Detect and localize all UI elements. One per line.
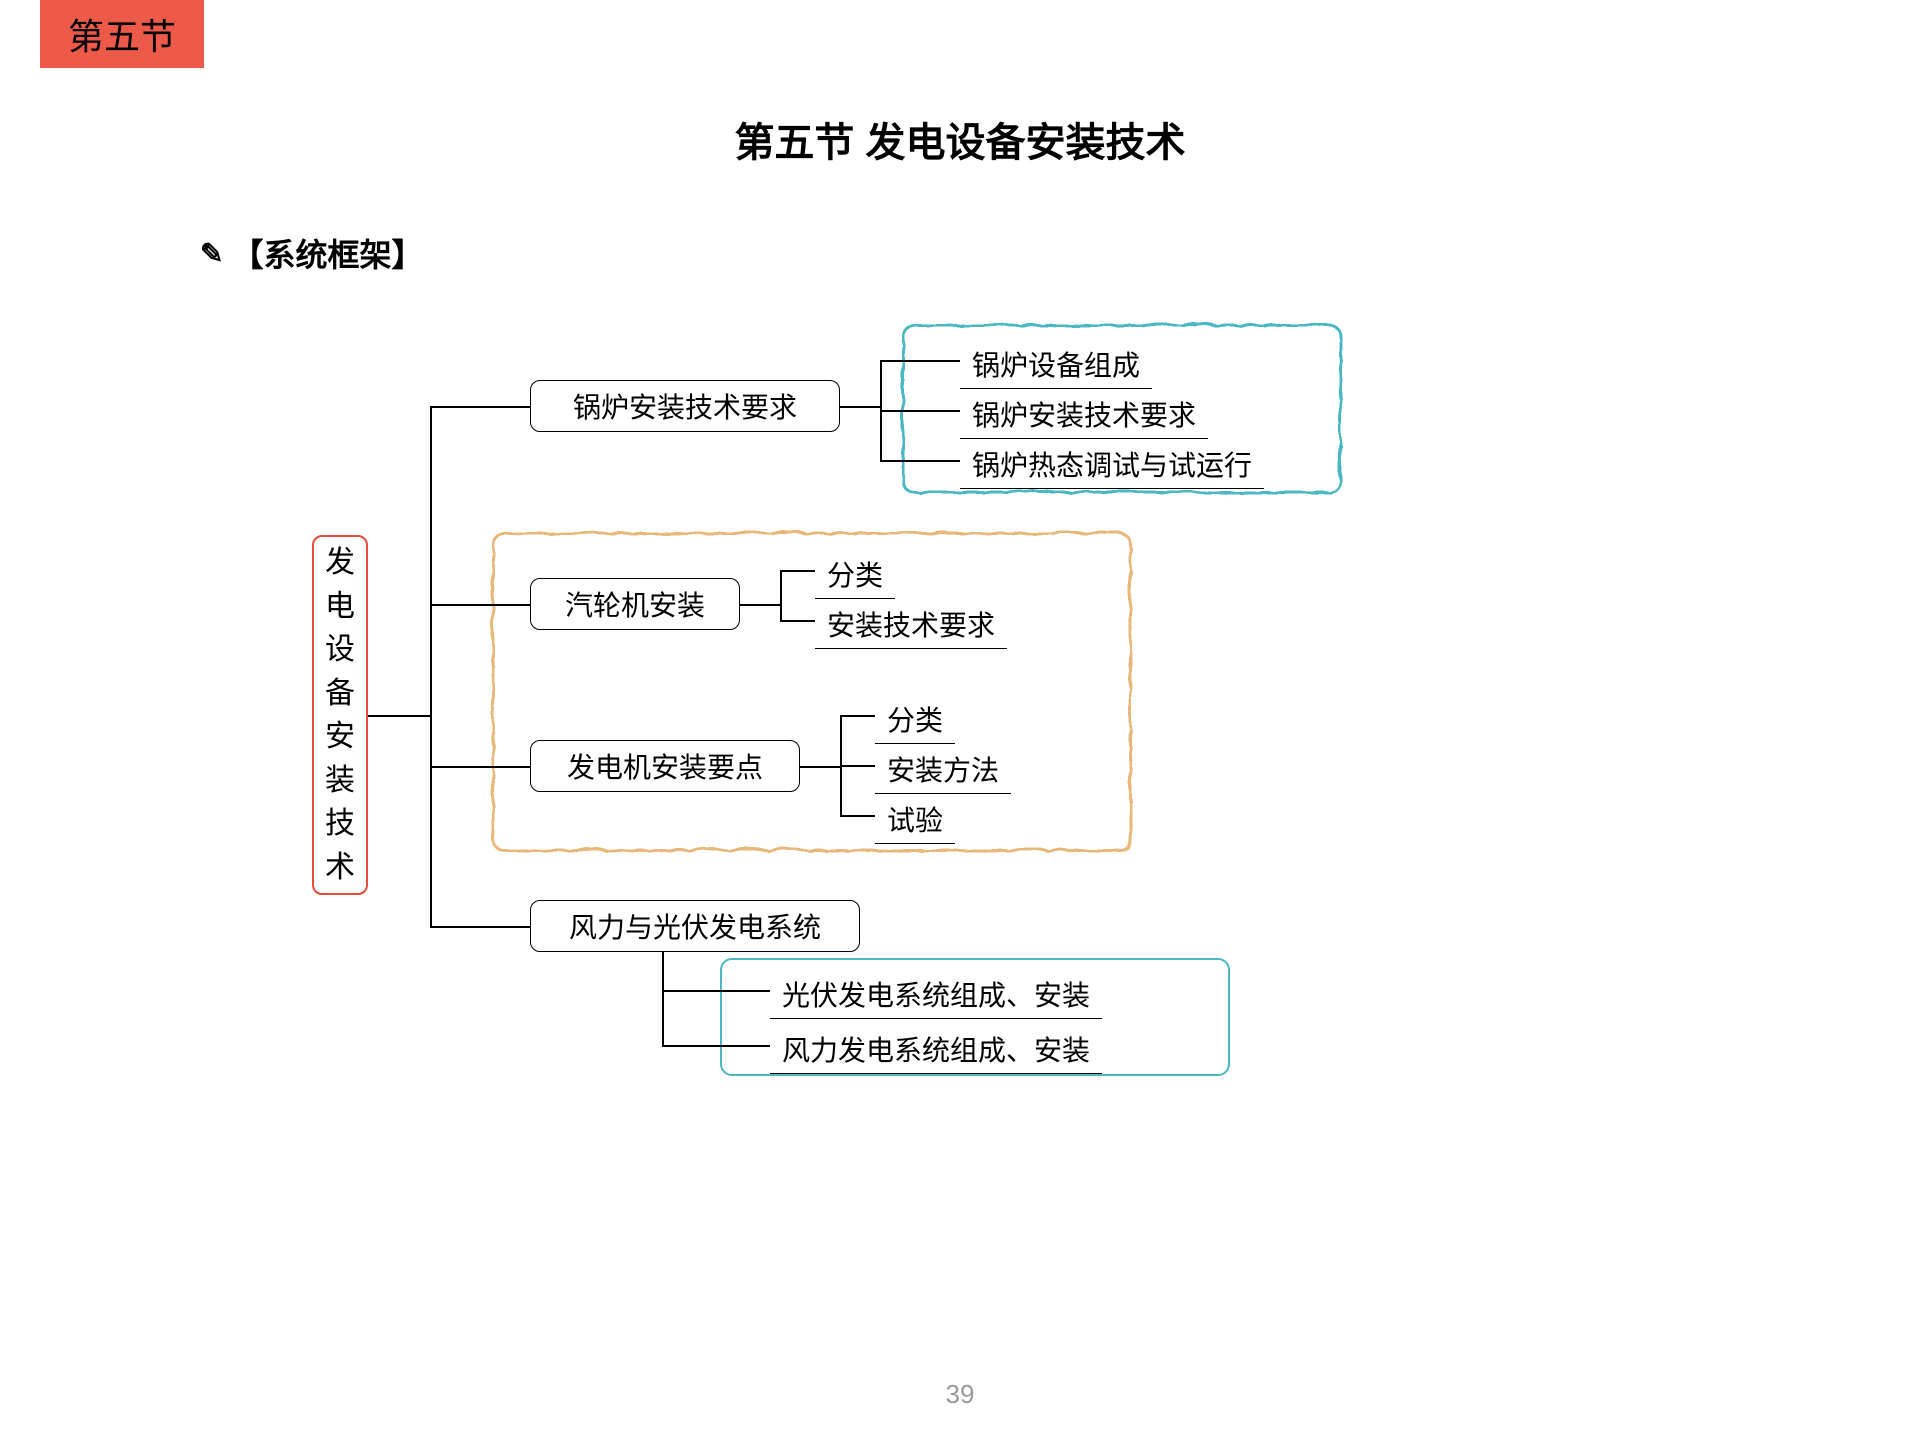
leaf-node: 分类: [815, 550, 895, 599]
mindmap-diagram: 锅炉安装技术要求汽轮机安装发电机安装要点风力与光伏发电系统锅炉设备组成锅炉安装技…: [0, 310, 1920, 1210]
leaf-node: 光伏发电系统组成、安装: [770, 970, 1102, 1019]
branch-node: 锅炉安装技术要求: [530, 380, 840, 432]
subtitle-text: 【系统框架】: [231, 230, 423, 276]
subtitle-row: ✎ 【系统框架】: [200, 230, 423, 276]
branch-node: 风力与光伏发电系统: [530, 900, 860, 952]
leaf-node: 安装方法: [875, 745, 1011, 794]
leaf-node: 风力发电系统组成、安装: [770, 1025, 1102, 1074]
root-node: 发电设备安装技术: [312, 535, 368, 895]
leaf-node: 锅炉设备组成: [960, 340, 1152, 389]
leaf-node: 锅炉安装技术要求: [960, 390, 1208, 439]
page-number: 39: [0, 1379, 1920, 1410]
pencil-icon: ✎: [200, 237, 223, 270]
leaf-node: 分类: [875, 695, 955, 744]
leaf-node: 安装技术要求: [815, 600, 1007, 649]
leaf-node: 试验: [875, 795, 955, 844]
branch-node: 发电机安装要点: [530, 740, 800, 792]
leaf-node: 锅炉热态调试与试运行: [960, 440, 1264, 489]
page-title: 第五节 发电设备安装技术: [0, 110, 1920, 168]
branch-node: 汽轮机安装: [530, 578, 740, 630]
section-tab: 第五节: [40, 0, 204, 68]
